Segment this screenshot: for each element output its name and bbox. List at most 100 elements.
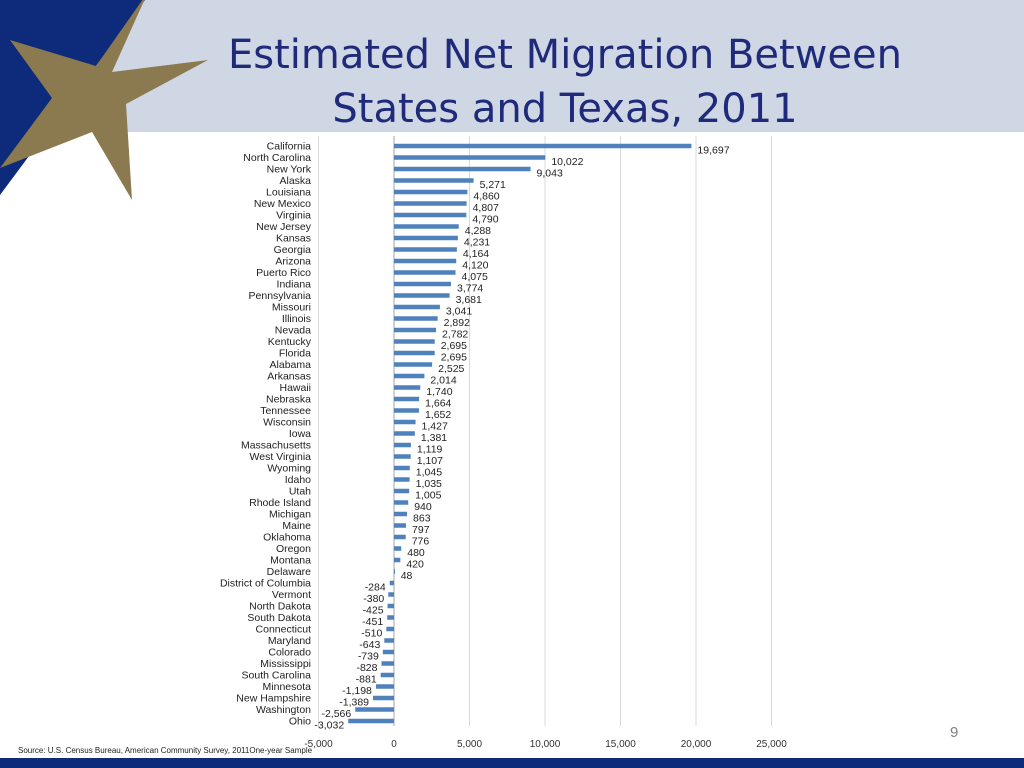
category-label: Oregon (276, 543, 311, 555)
data-label: 940 (414, 501, 432, 513)
data-label: 19,697 (697, 145, 729, 157)
data-label: -1,198 (342, 685, 372, 697)
bar (355, 707, 394, 712)
bar (394, 362, 433, 367)
data-label: 4,860 (473, 191, 499, 203)
category-label: Wisconsin (263, 417, 311, 429)
data-label: 4,790 (472, 214, 498, 226)
data-label: 9,043 (537, 168, 563, 180)
category-label: Georgia (274, 244, 312, 256)
category-label: Michigan (269, 509, 311, 521)
bar (394, 396, 420, 402)
bar (394, 247, 457, 252)
x-tick-label: 0 (391, 739, 397, 750)
bar (394, 270, 456, 275)
category-label: Mississippi (260, 658, 311, 670)
data-label: 1,045 (416, 467, 442, 479)
bar (387, 615, 394, 620)
bar (394, 523, 407, 528)
category-label: West Virginia (250, 451, 312, 463)
bar (394, 304, 440, 310)
x-tick-label: 10,000 (530, 739, 561, 750)
bar (389, 580, 394, 586)
data-label: 1,035 (416, 478, 442, 490)
data-label: -284 (365, 582, 386, 594)
bar (394, 166, 531, 172)
corner-logo-graphic (0, 0, 208, 200)
bar (394, 235, 458, 241)
bar (394, 546, 402, 551)
bar (394, 373, 425, 379)
category-label: Massachusetts (241, 440, 311, 452)
data-label: -881 (356, 674, 377, 686)
bar (394, 316, 438, 321)
category-label: Connecticut (256, 624, 312, 636)
category-label: North Carolina (243, 152, 311, 164)
bar (394, 534, 406, 540)
bar (394, 569, 395, 574)
data-label: 2,525 (438, 363, 464, 375)
data-label: 863 (413, 513, 431, 525)
category-label: Maryland (268, 635, 311, 647)
category-label: Vermont (272, 589, 311, 601)
category-label: Washington (256, 704, 311, 716)
bar (382, 649, 394, 655)
data-label: 797 (412, 524, 430, 536)
category-label: Arkansas (267, 371, 311, 383)
data-label: 4,164 (463, 248, 489, 260)
data-label: -3,032 (314, 720, 344, 732)
category-label: Tennessee (260, 405, 311, 417)
category-label: Nebraska (266, 394, 311, 406)
data-label: 48 (401, 570, 413, 582)
bar (394, 500, 409, 505)
data-label: 2,695 (441, 340, 467, 352)
category-label: Idaho (285, 474, 311, 486)
bar (394, 201, 467, 206)
data-label: 1,740 (426, 386, 452, 398)
bar (394, 431, 415, 436)
data-label: 1,005 (415, 490, 441, 502)
category-label: Missouri (272, 302, 311, 314)
source-note: Source: U.S. Census Bureau, American Com… (18, 746, 313, 755)
category-label: District of Columbia (220, 578, 311, 590)
bar (394, 189, 468, 195)
data-label: 480 (407, 547, 425, 559)
data-label: 3,041 (446, 306, 472, 318)
x-tick-label: -5,000 (304, 739, 333, 750)
bar (394, 442, 411, 448)
data-label: 3,681 (456, 294, 482, 306)
title-line-2: States and Texas, 2011 (332, 86, 798, 132)
bar (394, 419, 416, 425)
bar (394, 488, 410, 494)
x-tick-label: 25,000 (756, 739, 787, 750)
data-label: -1,389 (339, 697, 369, 709)
category-label: Colorado (268, 647, 311, 659)
migration-bar-chart: -5,000 0 5,000 10,000 15,000 20,000 25,000 Cali… (220, 136, 787, 750)
category-label: Wyoming (267, 463, 311, 475)
category-label: North Dakota (249, 601, 311, 613)
category-label: New Jersey (256, 221, 312, 233)
x-tick-label: 5,000 (457, 739, 482, 750)
bar (381, 661, 394, 666)
category-label: Nevada (275, 325, 311, 337)
bar (394, 465, 410, 471)
bar (386, 626, 394, 632)
category-label: California (267, 141, 312, 153)
bar (394, 339, 435, 344)
data-label: 3,774 (457, 283, 483, 295)
data-label: 1,107 (417, 455, 443, 467)
bar (394, 281, 451, 287)
category-label: Kentucky (268, 336, 312, 348)
category-label: Maine (282, 520, 311, 532)
category-label: Arizona (275, 256, 311, 268)
category-label: Iowa (289, 428, 311, 440)
category-label: Ohio (289, 716, 311, 728)
data-label: 1,427 (422, 421, 448, 433)
bar (394, 477, 410, 482)
category-label: Alabama (270, 359, 312, 371)
bar (394, 212, 467, 218)
bar (394, 350, 435, 356)
bar (388, 592, 394, 597)
data-label: -2,566 (321, 708, 351, 720)
category-label: Louisiana (266, 187, 311, 199)
